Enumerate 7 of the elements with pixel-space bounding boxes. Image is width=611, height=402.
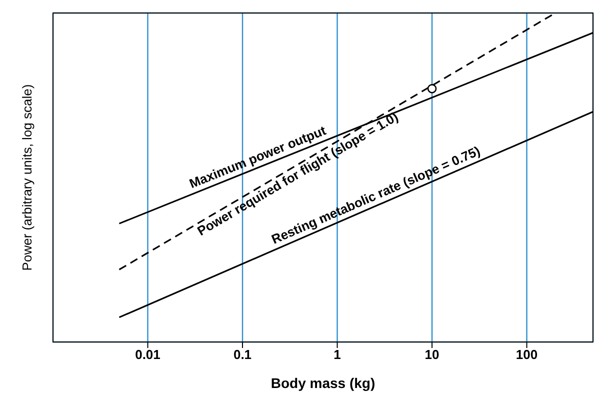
y-axis-title: Power (arbitrary units, log scale) <box>20 84 35 271</box>
x-tick-label: 0.01 <box>135 347 160 362</box>
x-tick-label: 1 <box>334 347 341 362</box>
x-axis-title: Body mass (kg) <box>270 375 376 391</box>
x-tick-label: 0.1 <box>233 347 252 362</box>
x-tick-label: 100 <box>516 347 538 362</box>
x-tick-label: 10 <box>424 347 440 362</box>
